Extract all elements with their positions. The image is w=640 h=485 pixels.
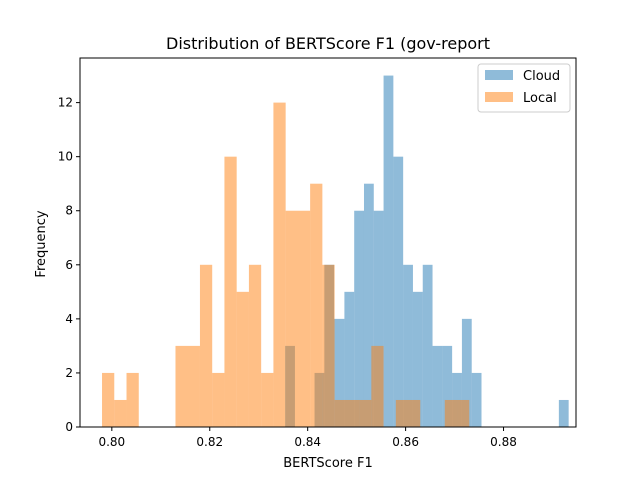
legend-label-local: Local: [523, 91, 557, 106]
plot-frame: [79, 57, 577, 428]
y-tick-label: 6: [65, 258, 73, 272]
bar-local: [285, 210, 311, 427]
bar-cloud: [461, 318, 472, 427]
bar-local: [371, 345, 384, 427]
bar-cloud: [383, 75, 394, 427]
bar-cloud: [373, 210, 384, 427]
bar-local: [224, 156, 237, 428]
y-tick-label: 8: [65, 204, 73, 218]
bar-cloud: [452, 372, 462, 427]
bar-cloud: [363, 183, 374, 427]
bar-cloud: [344, 291, 355, 427]
bar-local: [102, 372, 115, 427]
legend-label-cloud: Cloud: [523, 69, 560, 84]
bar-local: [248, 264, 262, 427]
x-tick-label: 0.86: [392, 435, 419, 449]
legend: Cloud Local: [477, 63, 571, 113]
x-tick-label: 0.82: [196, 435, 223, 449]
bar-local: [114, 399, 127, 427]
bar-cloud: [432, 345, 443, 427]
bar-local: [236, 291, 249, 427]
legend-swatch-local: [485, 92, 513, 102]
bar-local: [273, 102, 286, 427]
y-tick-label: 0: [65, 420, 73, 434]
bar-cloud: [422, 264, 433, 427]
bar-local: [199, 264, 213, 427]
bar-local: [322, 264, 335, 427]
bar-cloud: [412, 291, 423, 427]
bar-cloud: [334, 318, 345, 427]
x-tick-label: 0.88: [490, 435, 517, 449]
x-tick-label: 0.80: [98, 435, 125, 449]
y-tick-label: 2: [65, 366, 73, 380]
bar-local: [395, 399, 421, 427]
x-axis-label: BERTScore F1: [283, 456, 372, 471]
bars-layer: [102, 75, 569, 428]
y-tick-label: 4: [65, 312, 73, 326]
bar-cloud: [354, 210, 364, 427]
bar-local: [212, 372, 225, 427]
chart-title: Distribution of BERTScore F1 (gov-report: [166, 34, 490, 53]
bar-local: [261, 372, 274, 427]
y-axis-label: Frequency: [34, 210, 49, 277]
bar-local: [175, 345, 200, 427]
bar-local: [444, 399, 458, 427]
y-tick-label: 10: [58, 150, 73, 164]
x-tick-label: 0.84: [294, 435, 321, 449]
bar-cloud: [558, 399, 569, 427]
bar-local: [359, 399, 372, 427]
bar-cloud: [471, 372, 482, 427]
bar-local: [310, 183, 323, 427]
bar-local: [457, 399, 470, 427]
y-tick-label: 12: [58, 96, 73, 110]
bar-cloud: [393, 156, 404, 428]
bar-local: [126, 372, 139, 427]
bar-cloud: [403, 264, 413, 427]
bar-local: [334, 399, 360, 427]
axes-layer: 0.80 0.82 0.84 0.86 0.88 0 2 4 6 8 10 12: [58, 57, 577, 449]
bar-cloud: [442, 345, 453, 427]
legend-swatch-cloud: [485, 70, 513, 80]
